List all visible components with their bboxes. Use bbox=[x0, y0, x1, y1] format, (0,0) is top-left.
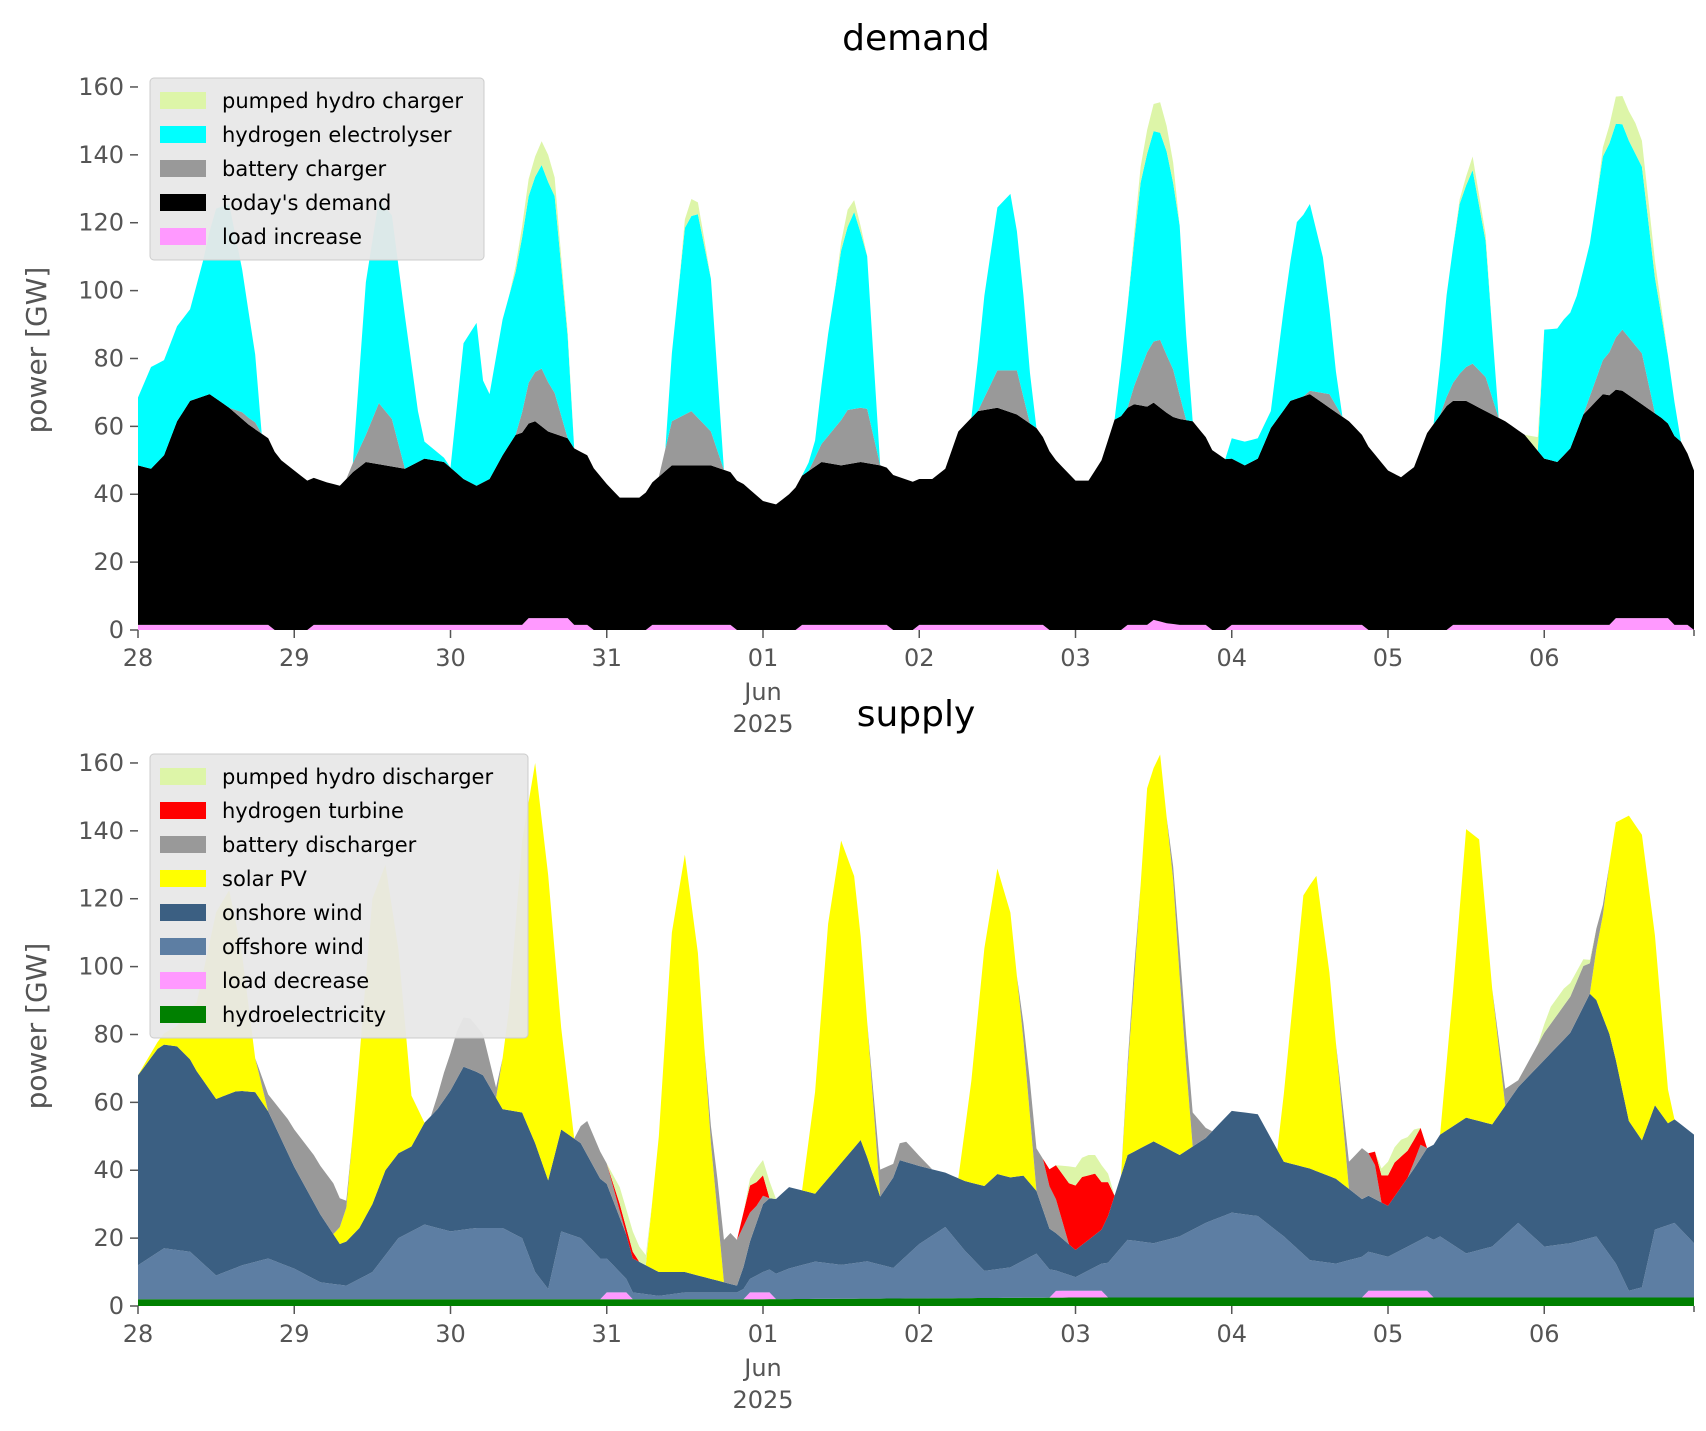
series-area-hydroelectricity bbox=[138, 1297, 1694, 1306]
series-area-load-decrease bbox=[138, 1290, 1694, 1300]
y-tick-label: 0 bbox=[109, 616, 124, 644]
legend: pumped hydro discharger hydrogen turbine b… bbox=[149, 753, 529, 1039]
legend-label-hydrogen-turbine: hydrogen turbine bbox=[222, 799, 404, 823]
y-tick-label: 80 bbox=[93, 1020, 124, 1048]
x-tick-label: 29 bbox=[279, 1320, 310, 1348]
legend-swatch-onshore-wind bbox=[160, 904, 206, 921]
series-area-load-increase bbox=[138, 618, 1694, 630]
y-tick-label: 40 bbox=[93, 480, 124, 508]
legend-swatch-solar-pv bbox=[160, 870, 206, 887]
legend-label-pumped-hydro-discharger: pumped hydro discharger bbox=[222, 765, 493, 789]
legend-label-battery-charger: battery charger bbox=[222, 157, 387, 181]
series-area-hydrogen-electrolyser bbox=[138, 123, 1694, 505]
legend-swatch-pumped-hydro-discharger bbox=[160, 768, 206, 785]
x-tick-label: 06 bbox=[1529, 1320, 1560, 1348]
legend-swatch-pumped-hydro-charger bbox=[160, 92, 206, 109]
y-tick-label: 80 bbox=[93, 344, 124, 372]
legend-swatch-battery-discharger bbox=[160, 836, 206, 853]
legend-label-onshore-wind: onshore wind bbox=[222, 901, 363, 925]
x-tick-label: 05 bbox=[1373, 644, 1404, 672]
y-tick-label: 60 bbox=[93, 1088, 124, 1116]
legend-label-pumped-hydro-charger: pumped hydro charger bbox=[222, 89, 463, 113]
x-tick-label: 01 bbox=[748, 644, 779, 672]
legend-swatch-offshore-wind bbox=[160, 938, 206, 955]
x-tick-label: 02 bbox=[904, 1320, 935, 1348]
y-tick-label: 20 bbox=[93, 1224, 124, 1252]
legend-label-today-s-demand: today's demand bbox=[222, 191, 391, 215]
y-tick-label: 140 bbox=[78, 141, 124, 169]
y-tick-label: 160 bbox=[78, 749, 124, 777]
legend-label-load-decrease: load decrease bbox=[222, 969, 369, 993]
legend-swatch-today-s-demand bbox=[160, 194, 206, 211]
legend-frame bbox=[149, 77, 485, 261]
x-tick-label: 02 bbox=[904, 644, 935, 672]
y-tick-label: 0 bbox=[109, 1292, 124, 1320]
legend-label-load-increase: load increase bbox=[222, 225, 362, 249]
legend-swatch-hydroelectricity bbox=[160, 1006, 206, 1023]
x-tick-label: 28 bbox=[123, 644, 154, 672]
legend-swatch-hydrogen-electrolyser bbox=[160, 126, 206, 143]
legend-label-battery-discharger: battery discharger bbox=[222, 833, 417, 857]
x-tick-label: 31 bbox=[591, 644, 622, 672]
y-tick-label: 100 bbox=[78, 953, 124, 981]
x-tick-label: 30 bbox=[435, 644, 466, 672]
series-area-pumped-hydro-charger bbox=[138, 96, 1694, 505]
y-tick-label: 120 bbox=[78, 885, 124, 913]
x-tick-sublabel: 2025 bbox=[732, 710, 793, 738]
y-tick-label: 140 bbox=[78, 817, 124, 845]
y-tick-label: 20 bbox=[93, 548, 124, 576]
y-axis: 0 20 40 60 80 100 120 140 160 power [GW] bbox=[20, 749, 138, 1320]
x-tick-label: 04 bbox=[1216, 1320, 1247, 1348]
y-axis-label: power [GW] bbox=[20, 943, 53, 1110]
x-tick-label: 28 bbox=[123, 1320, 154, 1348]
y-axis: 0 20 40 60 80 100 120 140 160 power [GW] bbox=[20, 73, 138, 644]
x-tick-label: 30 bbox=[435, 1320, 466, 1348]
x-tick-label: 01 bbox=[748, 1320, 779, 1348]
x-tick-label: 31 bbox=[591, 1320, 622, 1348]
legend-frame bbox=[149, 753, 529, 1039]
legend-label-offshore-wind: offshore wind bbox=[222, 935, 364, 959]
x-tick-label: 03 bbox=[1060, 644, 1091, 672]
series-area-onshore-wind bbox=[138, 993, 1694, 1296]
x-tick-label: 04 bbox=[1216, 644, 1247, 672]
series-area-offshore-wind bbox=[138, 1212, 1694, 1300]
x-axis: 28 29 30 31 01 Jun 2025 02 03 04 05 06 bbox=[123, 1306, 1695, 1414]
chart-title: supply bbox=[857, 694, 976, 735]
x-tick-label: 03 bbox=[1060, 1320, 1091, 1348]
y-tick-label: 120 bbox=[78, 209, 124, 237]
x-axis: 28 29 30 31 01 Jun 2025 02 03 04 05 06 bbox=[123, 630, 1695, 738]
y-tick-label: 160 bbox=[78, 73, 124, 101]
legend-label-hydrogen-electrolyser: hydrogen electrolyser bbox=[222, 123, 452, 147]
y-tick-label: 40 bbox=[93, 1156, 124, 1184]
x-tick-label: 06 bbox=[1529, 644, 1560, 672]
series-area-today-s-demand bbox=[138, 389, 1694, 630]
x-tick-sublabel: 2025 bbox=[732, 1386, 793, 1414]
legend-swatch-hydrogen-turbine bbox=[160, 802, 206, 819]
area-stack bbox=[138, 96, 1694, 630]
x-tick-label: 29 bbox=[279, 644, 310, 672]
legend: pumped hydro charger hydrogen electrolyse… bbox=[149, 77, 485, 261]
y-tick-label: 60 bbox=[93, 412, 124, 440]
y-axis-label: power [GW] bbox=[20, 267, 53, 434]
legend-label-solar-pv: solar PV bbox=[222, 867, 307, 891]
x-tick-label: 05 bbox=[1373, 1320, 1404, 1348]
x-tick-sublabel: Jun bbox=[742, 1354, 782, 1382]
chart-title: demand bbox=[842, 18, 990, 59]
legend-label-hydroelectricity: hydroelectricity bbox=[222, 1003, 386, 1027]
legend-swatch-load-decrease bbox=[160, 972, 206, 989]
y-tick-label: 100 bbox=[78, 277, 124, 305]
x-tick-sublabel: Jun bbox=[742, 678, 782, 706]
legend-swatch-load-increase bbox=[160, 228, 206, 245]
legend-swatch-battery-charger bbox=[160, 160, 206, 177]
